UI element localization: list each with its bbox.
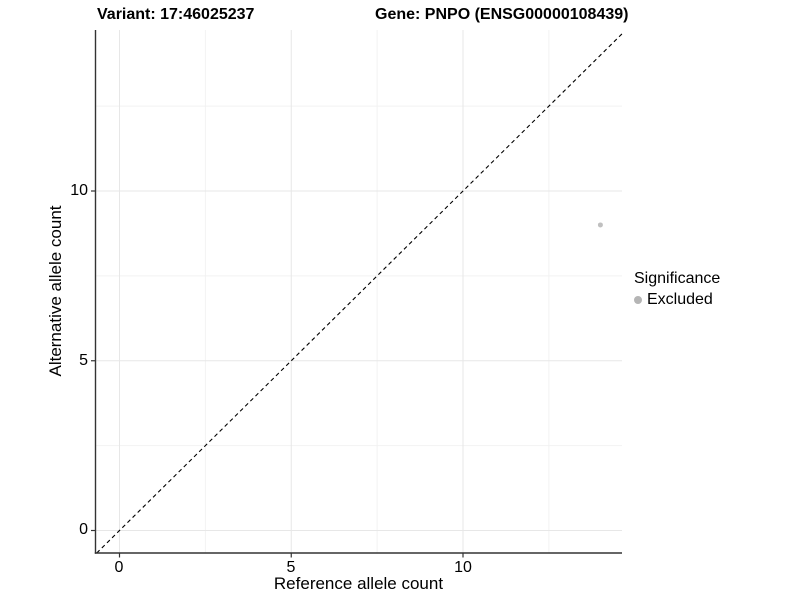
legend-item-label: Excluded — [647, 291, 713, 308]
chart-title-gene: Gene: PNPO (ENSG00000108439) — [375, 6, 629, 23]
x-tick-label-10: 10 — [454, 559, 472, 576]
y-tick-label-10: 10 — [70, 182, 88, 199]
x-tick-label-5: 5 — [286, 559, 296, 576]
identity-line — [96, 33, 623, 554]
y-tick-label-0: 0 — [79, 521, 88, 538]
y-tick-label-5: 5 — [79, 352, 88, 369]
legend-title: Significance — [634, 270, 721, 287]
chart-title-variant: Variant: 17:46025237 — [97, 6, 255, 23]
legend-item-excluded: Excluded — [634, 290, 720, 309]
data-point — [597, 222, 603, 228]
x-tick-label-0: 0 — [114, 559, 124, 576]
x-axis-title: Reference allele count — [273, 574, 444, 593]
legend: Significance Excluded — [634, 269, 720, 309]
y-axis-title: Alternative allele count — [46, 205, 65, 377]
excluded-point-icon — [634, 295, 642, 304]
